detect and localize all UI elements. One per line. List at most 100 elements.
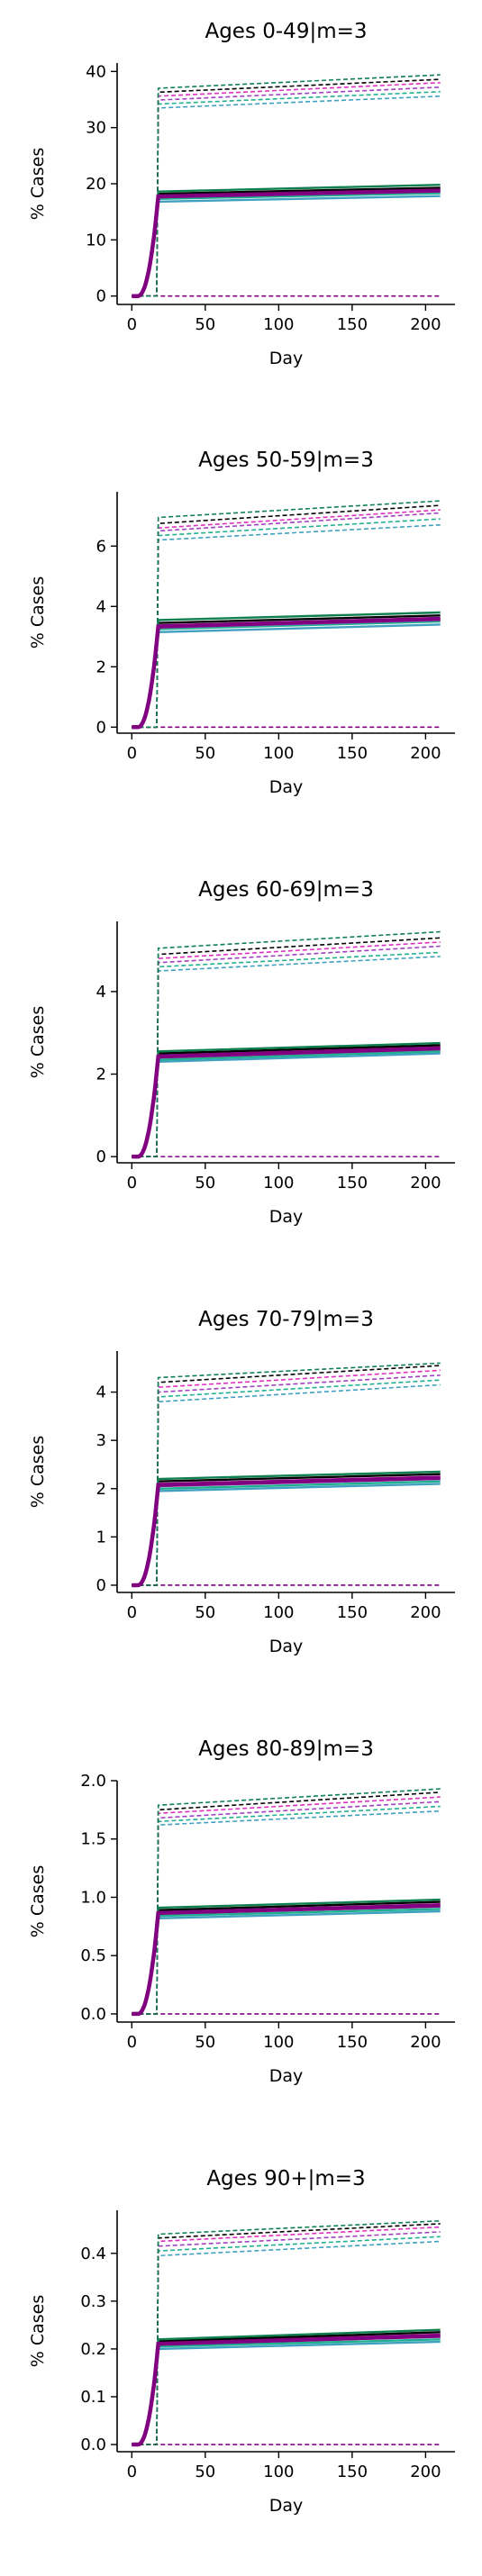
- solid-series-line-4: [132, 619, 440, 728]
- solid-series-line-3: [132, 620, 440, 727]
- y-tick-label: 20: [86, 175, 106, 194]
- x-tick-label: 50: [195, 2463, 215, 2481]
- solid-series-line-2: [132, 621, 440, 727]
- solid-series-line-3: [132, 2337, 440, 2444]
- y-tick-label: 0.1: [80, 2388, 106, 2407]
- chart-title: Ages 0-49|m=3: [205, 20, 367, 43]
- y-tick-label: 10: [86, 231, 106, 249]
- y-tick-label: 0: [96, 1576, 106, 1595]
- dashed-series-line-6: [132, 1363, 440, 1585]
- y-tick-label: 0.0: [80, 2435, 106, 2454]
- solid-series-line-2: [132, 1051, 440, 1156]
- solid-series-line-4: [132, 2335, 440, 2444]
- x-tick-label: 0: [127, 2033, 137, 2052]
- x-axis-label: Day: [269, 1207, 304, 1227]
- chart-title: Ages 80-89|m=3: [198, 1737, 374, 1761]
- chart-title: Ages 90+|m=3: [206, 2167, 365, 2191]
- y-tick-label: 0: [96, 718, 106, 737]
- chart-title: Ages 60-69|m=3: [198, 878, 374, 902]
- series-group: [132, 75, 440, 296]
- y-tick-label: 1: [96, 1528, 106, 1547]
- x-axis-label: Day: [269, 1637, 304, 1656]
- x-tick-label: 50: [195, 1603, 215, 1622]
- x-tick-label: 0: [127, 1174, 137, 1193]
- main-series-line: [132, 1906, 440, 2014]
- y-tick-label: 0.4: [80, 2245, 106, 2263]
- x-tick-label: 150: [337, 2463, 368, 2481]
- y-axis-label: % Cases: [28, 576, 48, 649]
- y-tick-label: 40: [86, 62, 106, 81]
- solid-series-line-3: [132, 192, 440, 296]
- chart-panel-6: Ages 90+|m=3 0 50 100 150 200 0.0 0.1 0.2 0.3 0.4 D…: [0, 2147, 482, 2576]
- solid-series-line-1: [132, 624, 440, 727]
- solid-series-line-1: [132, 1054, 440, 1157]
- series-group: [132, 1789, 440, 2014]
- solid-series-line-3: [132, 1479, 440, 1585]
- x-tick-label: 150: [337, 1603, 368, 1622]
- chart-panel-5: Ages 80-89|m=3 0 50 100 150 200 0.0 0.5 1.0 1.5 2.…: [0, 1718, 482, 2146]
- x-tick-label: 200: [410, 744, 441, 763]
- solid-series-line-4: [132, 189, 440, 296]
- solid-series-line-1: [132, 2342, 440, 2444]
- x-tick-label: 150: [337, 1174, 368, 1193]
- x-tick-label: 100: [263, 1174, 294, 1193]
- y-tick-label: 4: [96, 597, 106, 616]
- y-tick-label: 0.3: [80, 2292, 106, 2311]
- y-axis-label: % Cases: [28, 2295, 48, 2368]
- x-tick-label: 150: [337, 744, 368, 763]
- x-axis-label: Day: [269, 2066, 304, 2086]
- main-series-line: [132, 2336, 440, 2444]
- y-tick-label: 0: [96, 1147, 106, 1166]
- x-tick-label: 200: [410, 1603, 441, 1622]
- solid-series-line-3: [132, 1907, 440, 2014]
- y-tick-label: 30: [86, 119, 106, 138]
- main-series-line: [132, 1048, 440, 1156]
- solid-series-line-1: [132, 1483, 440, 1585]
- solid-series-line-4: [132, 1048, 440, 1156]
- y-tick-label: 0: [96, 287, 106, 306]
- x-tick-label: 0: [127, 315, 137, 334]
- x-tick-label: 50: [195, 315, 215, 334]
- y-axis-label: % Cases: [28, 1436, 48, 1509]
- y-axis-label: % Cases: [28, 148, 48, 221]
- x-tick-label: 100: [263, 2033, 294, 2052]
- main-series-line: [132, 191, 440, 296]
- y-tick-label: 0.2: [80, 2340, 106, 2359]
- chart-panel-2: Ages 50-59|m=3 0 50 100 150 200 0 2 4 6 Day % Cases: [0, 429, 482, 857]
- series-group: [132, 2221, 440, 2444]
- x-tick-label: 100: [263, 2463, 294, 2481]
- series-group: [132, 1363, 440, 1585]
- x-tick-label: 100: [263, 315, 294, 334]
- chart-title: Ages 70-79|m=3: [198, 1308, 374, 1331]
- x-tick-label: 200: [410, 2033, 441, 2052]
- main-series-line: [132, 619, 440, 727]
- solid-series-line-1: [132, 1911, 440, 2014]
- x-tick-label: 50: [195, 744, 215, 763]
- solid-series-line-4: [132, 1904, 440, 2014]
- y-tick-label: 1.0: [80, 1888, 106, 1907]
- y-tick-label: 3: [96, 1431, 106, 1450]
- x-tick-label: 100: [263, 744, 294, 763]
- main-series-line: [132, 1478, 440, 1585]
- series-group: [132, 932, 440, 1157]
- chart-title: Ages 50-59|m=3: [198, 449, 374, 472]
- x-tick-label: 0: [127, 744, 137, 763]
- x-tick-label: 50: [195, 2033, 215, 2052]
- series-group: [132, 501, 440, 727]
- x-tick-label: 150: [337, 2033, 368, 2052]
- y-tick-label: 0.5: [80, 1946, 106, 1965]
- y-tick-label: 2.0: [80, 1772, 106, 1791]
- x-tick-label: 200: [410, 1174, 441, 1193]
- y-tick-label: 1.5: [80, 1830, 106, 1849]
- y-axis-label: % Cases: [28, 1865, 48, 1938]
- x-tick-label: 0: [127, 2463, 137, 2481]
- chart-panel-4: Ages 70-79|m=3 0 50 100 150 200 0 1 2 3 4 Day % Case…: [0, 1288, 482, 1717]
- x-tick-label: 100: [263, 1603, 294, 1622]
- chart-panel-3: Ages 60-69|m=3 0 50 100 150 200 0 2 4 Day % Cases: [0, 858, 482, 1287]
- solid-series-line-2: [132, 1482, 440, 1585]
- y-tick-label: 4: [96, 983, 106, 1002]
- solid-series-line-5: [132, 187, 440, 295]
- solid-series-line-4: [132, 1476, 440, 1585]
- solid-series-line-1: [132, 196, 440, 296]
- y-tick-label: 6: [96, 537, 106, 556]
